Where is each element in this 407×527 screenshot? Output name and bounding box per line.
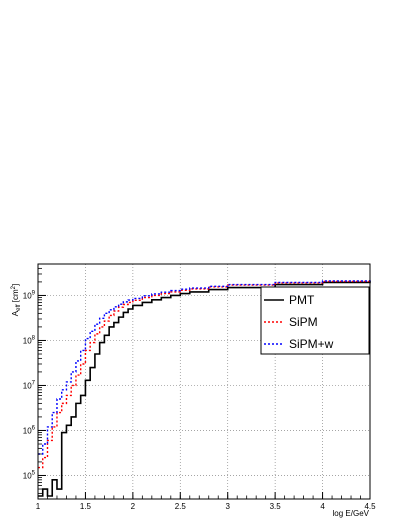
legend-label-sipm-w: SiPM+w bbox=[289, 337, 334, 351]
y-tick-label: 108 bbox=[23, 335, 36, 345]
y-tick-label: 105 bbox=[23, 470, 36, 480]
x-tick-label: 3.5 bbox=[270, 502, 282, 511]
y-tick-label: 107 bbox=[23, 380, 36, 390]
x-tick-label: 2 bbox=[131, 502, 136, 511]
x-tick-label: 2.5 bbox=[175, 502, 187, 511]
x-tick-label: 3 bbox=[225, 502, 230, 511]
series-layer bbox=[38, 279, 371, 497]
tick-labels: 1 1.5 2 2.5 3 3.5 4 4.5 105 106 107 108 109 bbox=[23, 290, 376, 511]
x-tick-label: 1.5 bbox=[80, 502, 92, 511]
y-axis-title: Aeff[cm2] bbox=[11, 284, 22, 316]
series-line-sipm-w bbox=[38, 279, 371, 455]
x-axis-title: log E/GeV bbox=[333, 509, 370, 518]
legend-label-pmt: PMT bbox=[289, 293, 315, 307]
legend: PMT SiPM SiPM+w bbox=[260, 286, 370, 355]
plot-frame bbox=[37, 263, 371, 500]
y-tick-label: 109 bbox=[23, 290, 36, 300]
ticks bbox=[37, 263, 371, 500]
series-line-pmt bbox=[38, 280, 371, 497]
legend-box bbox=[260, 286, 370, 355]
x-tick-label: 1 bbox=[36, 502, 41, 511]
x-tick-label: 4.5 bbox=[364, 502, 376, 511]
x-tick-label: 4 bbox=[320, 502, 325, 511]
legend-label-sipm: SiPM bbox=[289, 315, 318, 329]
y-tick-label: 106 bbox=[23, 425, 36, 435]
